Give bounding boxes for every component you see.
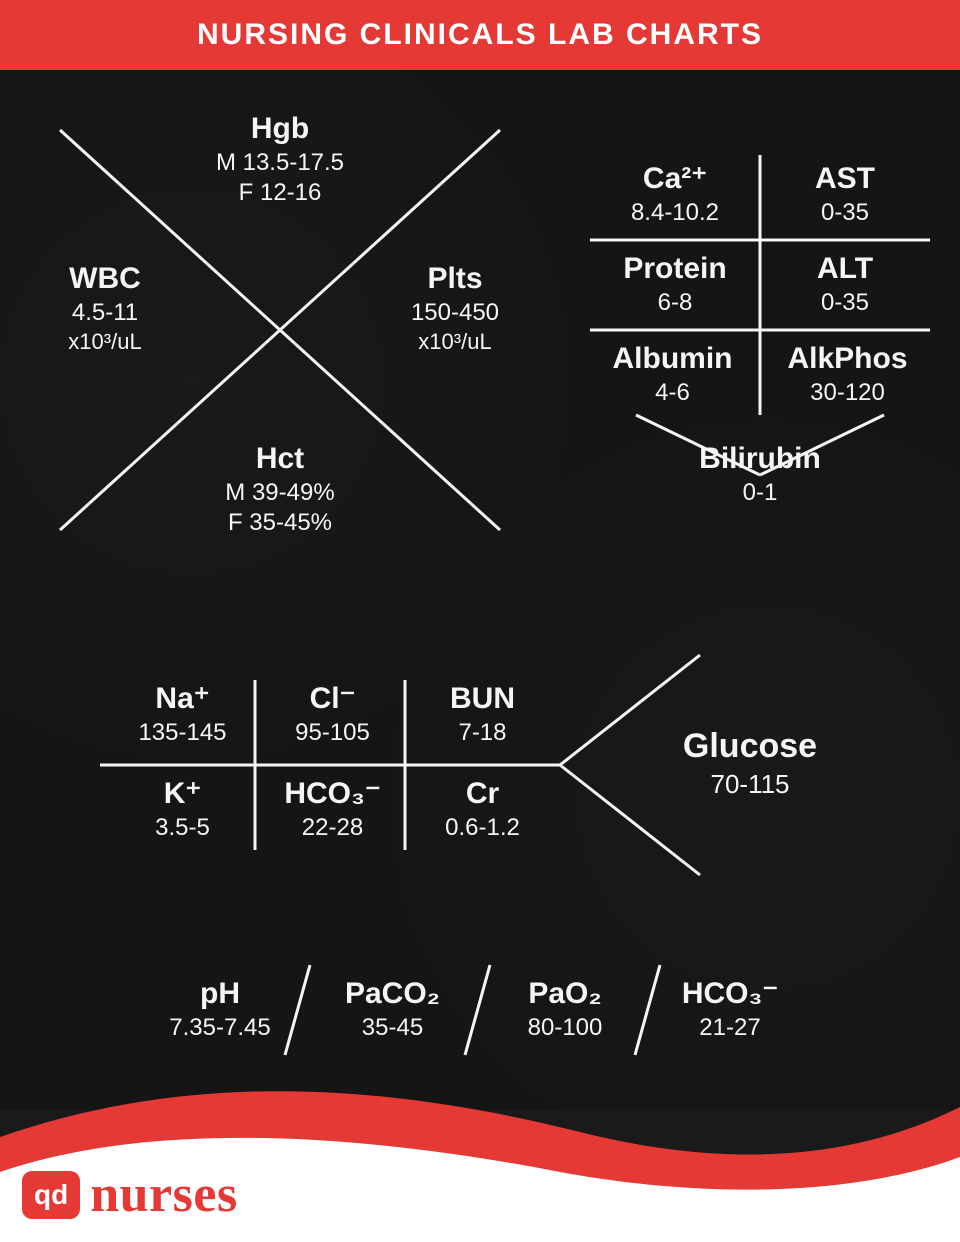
paco2-name: PaCO₂ — [310, 975, 475, 1013]
abg-pao2: PaO₂ 80-100 — [485, 975, 645, 1043]
chalkboard: Hgb M 13.5-17.5 F 12-16 WBC 4.5-11 x10³/… — [0, 70, 960, 1110]
footer: qd nurses — [0, 1077, 960, 1242]
ph-name: pH — [140, 975, 300, 1013]
abg-hco3-name: HCO₃⁻ — [650, 975, 810, 1013]
logo-badge: qd — [22, 1171, 80, 1219]
pao2-val: 80-100 — [485, 1013, 645, 1043]
abg-hco3-val: 21-27 — [650, 1013, 810, 1043]
abg-ph: pH 7.35-7.45 — [140, 975, 300, 1043]
header-bar: NURSING CLINICALS LAB CHARTS — [0, 0, 960, 70]
logo: qd nurses — [22, 1165, 238, 1224]
logo-text: nurses — [90, 1165, 237, 1224]
page-title: NURSING CLINICALS LAB CHARTS — [197, 18, 763, 51]
abg-lines — [0, 70, 960, 1110]
paco2-val: 35-45 — [310, 1013, 475, 1043]
pao2-name: PaO₂ — [485, 975, 645, 1013]
abg-hco3: HCO₃⁻ 21-27 — [650, 975, 810, 1043]
ph-val: 7.35-7.45 — [140, 1013, 300, 1043]
abg-paco2: PaCO₂ 35-45 — [310, 975, 475, 1043]
